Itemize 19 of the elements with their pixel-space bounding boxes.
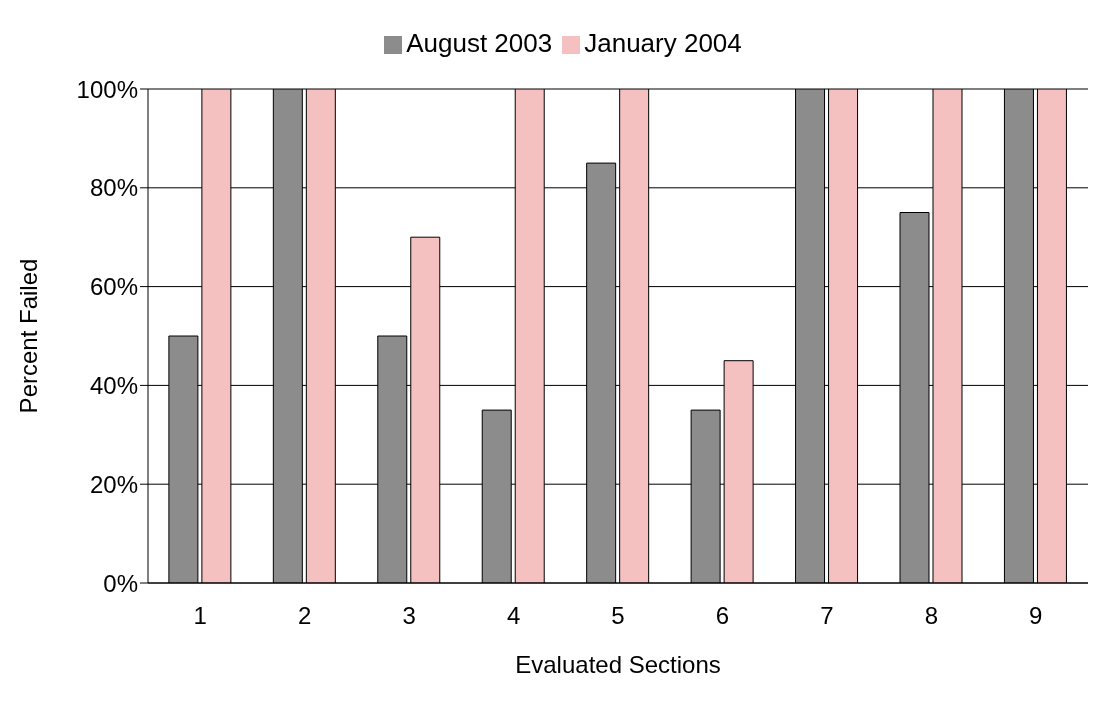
- x-axis-title: Evaluated Sections: [515, 651, 721, 678]
- x-tick-label: 5: [611, 602, 625, 630]
- x-tick-label: 7: [820, 602, 834, 630]
- y-tick-label: 80%: [89, 174, 138, 202]
- x-tick-label: 1: [193, 602, 207, 630]
- y-tick-label: 20%: [89, 470, 138, 498]
- x-tick-label: 4: [506, 602, 521, 630]
- y-axis-title: Percent Failed: [14, 258, 42, 414]
- legend-label: August 2003: [406, 28, 553, 58]
- x-tick-label: 3: [402, 602, 416, 630]
- x-tick-label: 6: [715, 602, 730, 630]
- x-tick-label: 2: [297, 602, 312, 630]
- x-tick-label: 8: [924, 602, 939, 630]
- y-tick-label: 100%: [76, 75, 138, 103]
- y-tick-label: 40%: [89, 371, 138, 399]
- y-tick-label: 60%: [89, 273, 138, 301]
- y-tick-label: 0%: [103, 569, 138, 597]
- legend-label: January 2004: [584, 28, 742, 58]
- x-tick-label: 9: [1029, 602, 1043, 630]
